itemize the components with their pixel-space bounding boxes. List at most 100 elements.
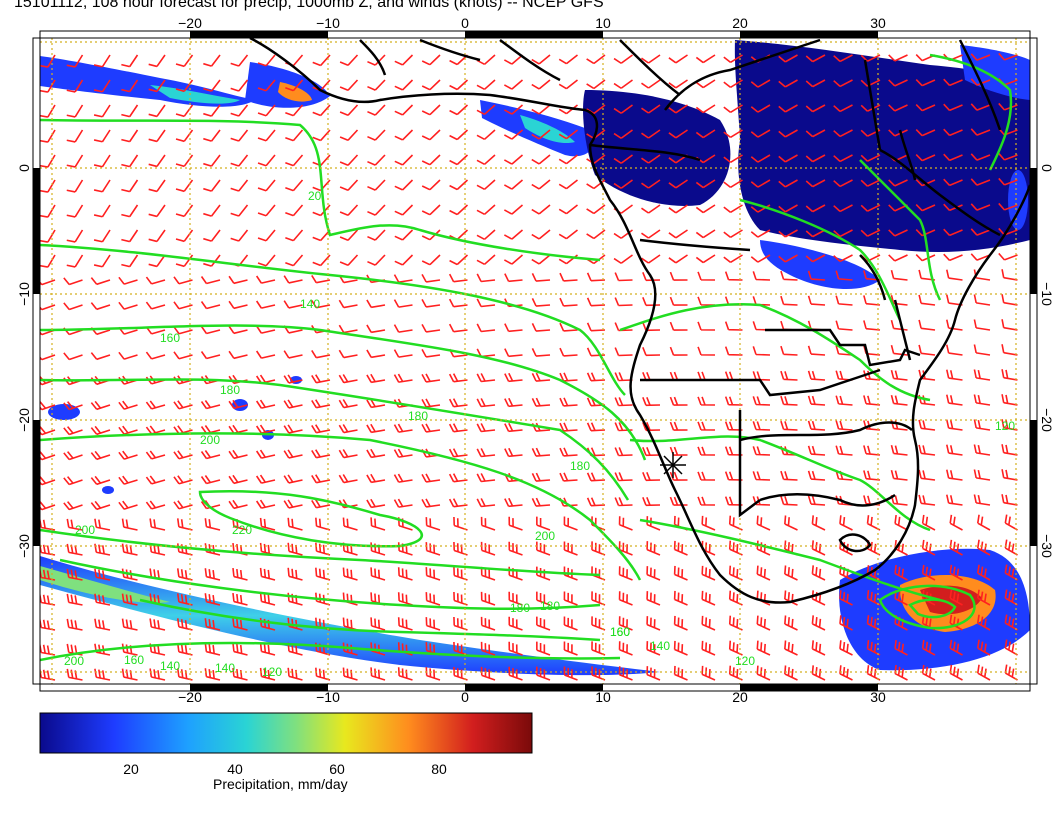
wind-barb <box>370 617 386 631</box>
wind-barb <box>998 227 1018 236</box>
wind-barb <box>805 254 826 263</box>
wind-barb <box>669 321 688 331</box>
wind-barb <box>695 254 716 264</box>
wind-barb <box>149 668 166 681</box>
wind-barb <box>949 589 963 606</box>
wind-barb <box>669 346 688 356</box>
wind-barb <box>915 153 936 162</box>
wind-barb <box>230 104 249 117</box>
wind-barb <box>894 589 908 606</box>
wind-barb <box>784 640 798 656</box>
y-tick-left: −20 <box>16 408 32 432</box>
wind-barb <box>642 471 661 482</box>
wind-barb <box>287 617 303 631</box>
wind-barb <box>784 565 798 581</box>
wind-barb <box>860 54 881 62</box>
wind-barb <box>421 104 441 116</box>
wind-barb <box>613 79 633 89</box>
wind-barb <box>121 154 139 168</box>
wind-barb <box>397 617 413 631</box>
wind-barb <box>1001 294 1018 306</box>
wind-barb <box>366 448 386 459</box>
wind-barb <box>118 400 138 410</box>
wind-barb <box>949 539 963 556</box>
wind-barb <box>366 299 386 309</box>
wind-barb <box>945 319 963 331</box>
wind-barb <box>723 154 743 164</box>
height-contours <box>40 53 1013 662</box>
wind-barb <box>723 179 743 189</box>
wind-barb <box>394 154 414 166</box>
wind-barb <box>121 618 138 631</box>
wind-barb <box>228 499 248 510</box>
wind-barb <box>860 154 881 162</box>
wind-barb <box>148 179 166 193</box>
wind-barb <box>943 128 963 137</box>
wind-barb <box>338 424 358 434</box>
wind-barb <box>393 274 413 283</box>
wind-barb <box>173 326 193 335</box>
wind-barb <box>232 667 248 681</box>
wind-barb <box>393 373 413 383</box>
wind-barb <box>888 254 908 262</box>
wind-barb <box>176 568 193 581</box>
wind-barb <box>311 399 331 409</box>
wind-barb <box>508 666 523 681</box>
wind-barb <box>200 375 221 385</box>
wind-barb <box>531 129 551 140</box>
wind-barb <box>807 470 826 481</box>
wind-barb <box>366 349 386 359</box>
wind-barb <box>285 154 304 167</box>
wind-barb <box>807 370 826 381</box>
wind-barb <box>890 369 908 381</box>
wind-barb <box>559 272 578 282</box>
wind-barb <box>750 104 771 113</box>
wind-barb <box>752 421 771 431</box>
wind-barb <box>613 229 633 239</box>
wind-barb <box>613 154 633 164</box>
wind-barb <box>943 78 963 87</box>
wind-barb <box>173 351 193 360</box>
wind-barb <box>173 276 193 285</box>
wind-barb <box>778 204 798 213</box>
wind-barb <box>976 539 991 556</box>
wind-barb <box>970 53 991 61</box>
wind-barb <box>315 642 331 656</box>
wind-barb <box>976 589 991 606</box>
wind-barb <box>339 204 359 217</box>
wind-barb <box>145 351 166 360</box>
wind-barb <box>339 104 359 117</box>
wind-barb <box>40 451 56 461</box>
wind-barb <box>145 400 166 410</box>
wind-barb <box>563 616 578 631</box>
wind-barb <box>287 542 303 556</box>
wind-barb <box>393 324 413 333</box>
wind-barb <box>283 399 303 409</box>
wind-barb <box>40 476 56 486</box>
wind-barb <box>921 639 936 656</box>
wind-barb <box>448 448 468 458</box>
wind-barb <box>90 375 111 386</box>
wind-barb <box>228 399 248 410</box>
wind-barb <box>453 566 468 581</box>
wind-barb <box>646 666 661 681</box>
wind-barb <box>449 154 469 166</box>
wind-barb <box>805 179 826 188</box>
contour-label: 140 <box>215 661 235 675</box>
wind-barb <box>204 543 221 556</box>
wind-barb <box>66 229 84 243</box>
wind-barb <box>860 204 881 212</box>
wind-barb <box>943 228 963 237</box>
wind-barb <box>591 641 606 656</box>
wind-barb <box>750 204 771 213</box>
wind-barb <box>257 204 276 217</box>
wind-barb <box>175 179 194 193</box>
wind-barb <box>669 496 688 506</box>
wind-barb <box>586 229 606 240</box>
wind-barb <box>559 297 578 307</box>
wind-barb <box>476 423 496 433</box>
wind-barb <box>342 517 358 531</box>
wind-barb <box>93 129 111 143</box>
wind-barb <box>673 540 688 556</box>
wind-barb <box>728 640 743 656</box>
